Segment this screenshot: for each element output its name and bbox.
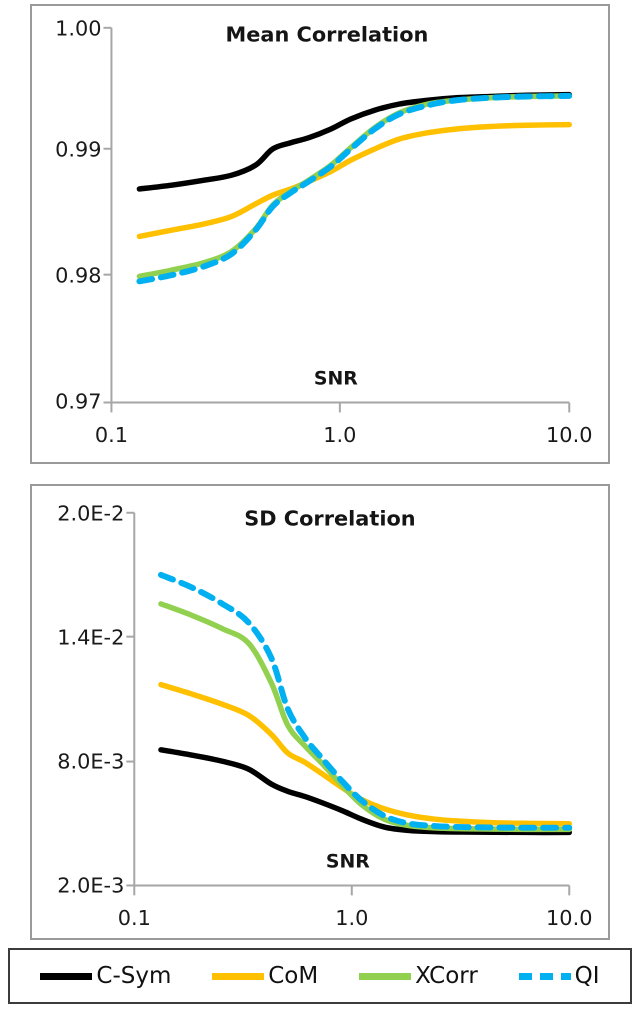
legend-swatch-c-sym-icon [40,972,93,980]
legend-label-c-sym: C-Sym [96,962,172,989]
mean-chart-title: Mean Correlation [226,23,429,47]
mean-axis-lines [103,26,571,413]
legend-item-com[interactable]: CoM [212,962,319,989]
sd-y-ticks: 2.0E-2 1.4E-2 8.0E-3 2.0E-3 [57,502,124,898]
sd-series-layer [157,571,573,836]
sd-x-axis-label: SNR [326,852,370,873]
mean-x-axis-label: SNR [314,369,358,390]
mean-ytick-label-3: 0.97 [55,389,101,413]
mean-y-ticks: 1.00 0.99 0.98 0.97 [55,17,101,414]
mean-ytick-label-0: 1.00 [55,17,101,41]
sd-x-ticks: 0.1 1.0 10.0 [118,906,593,930]
legend-label-xcorr: XCorr [415,962,478,989]
series-line-c-sym [158,747,572,836]
sd-ytick-label-1: 1.4E-2 [57,626,124,650]
legend-label-com: CoM [268,962,319,989]
legend-item-c-sym[interactable]: C-Sym [40,962,172,989]
mean-series-layer [136,91,573,285]
mean-x-ticks: 0.1 1.0 10.0 [95,423,593,447]
sd-ytick-label-0: 2.0E-2 [57,502,124,526]
sd-axis-lines [126,511,571,896]
mean-ytick-label-1: 0.99 [55,138,101,162]
legend-item-xcorr[interactable]: XCorr [359,962,478,989]
mean-xtick-label-1: 1.0 [323,423,356,447]
figure-legend: C-Sym CoM XCorr QI [8,948,632,1004]
legend-swatch-com-icon [212,972,265,980]
legend-item-qi[interactable]: QI [518,962,600,989]
mean-xtick-label-0: 0.1 [95,423,128,447]
sd-ytick-label-3: 2.0E-3 [57,873,124,897]
series-line-xcorr [158,601,572,833]
series-line-qi [157,571,573,831]
chart-panel-mean-correlation: 1.00 0.99 0.98 0.97 0.1 1.0 10.0 [30,4,610,464]
mean-xtick-label-2: 10.0 [546,423,592,447]
legend-swatch-qi-icon [518,972,571,980]
sd-xtick-label-0: 0.1 [118,906,151,930]
legend-label-qi: QI [574,962,600,989]
legend-swatch-xcorr-icon [359,972,412,980]
series-line-com [136,121,572,240]
chart-panel-sd-correlation: 2.0E-2 1.4E-2 8.0E-3 2.0E-3 0.1 1.0 10.0 [30,484,610,940]
series-line-qi [136,92,573,285]
sd-ytick-label-2: 8.0E-3 [57,750,124,774]
mean-correlation-plot: 1.00 0.99 0.98 0.97 0.1 1.0 10.0 [55,17,593,447]
series-line-xcorr [136,93,572,280]
sd-correlation-plot: 2.0E-2 1.4E-2 8.0E-3 2.0E-3 0.1 1.0 10.0 [57,502,593,930]
sd-xtick-label-2: 10.0 [546,906,592,930]
sd-chart-title: SD Correlation [244,507,415,531]
sd-xtick-label-1: 1.0 [335,906,368,930]
mean-ytick-label-2: 0.98 [55,264,101,288]
